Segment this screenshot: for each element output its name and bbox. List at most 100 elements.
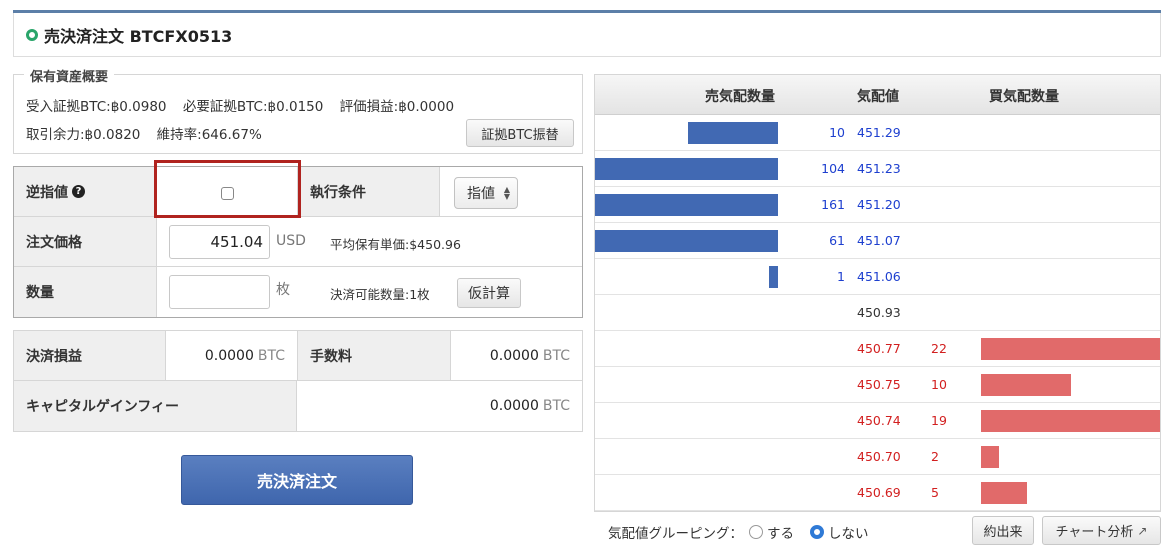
settle-qty: 決済可能数量:1枚	[330, 287, 430, 302]
ask-qty: 104	[821, 161, 845, 176]
price-header: 気配値	[857, 89, 899, 105]
price-label: 注文価格	[14, 217, 157, 266]
external-link-icon: ↗	[1137, 523, 1148, 538]
page-title: 売決済注文 BTCFX0513	[44, 26, 233, 46]
bid-volume-bar	[981, 410, 1160, 432]
transfer-margin-button[interactable]: 証拠BTC振替	[466, 119, 574, 147]
panel-header: 売決済注文 BTCFX0513	[13, 13, 1161, 57]
ask-volume-bar	[769, 266, 778, 288]
quote-price: 451.07	[857, 233, 901, 248]
order-book-row[interactable]: 450.75 10	[595, 367, 1160, 403]
order-book: 売気配数量 気配値 買気配数量 10 451.29 104 451.23 161 451.…	[594, 74, 1161, 512]
price-row: 注文価格 451.04 USD 平均保有単価:$450.96	[14, 217, 582, 267]
pl-value: 0.0000	[204, 347, 254, 364]
chart-analysis-label: チャート分析	[1055, 525, 1134, 540]
bid-volume-bar	[981, 482, 1027, 504]
cg-label: キャピタルゲインフィー	[14, 381, 297, 431]
quote-price: 450.77	[857, 341, 901, 356]
quote-price: 450.70	[857, 449, 901, 464]
quote-price: 450.69	[857, 485, 901, 500]
quote-price: 451.23	[857, 161, 901, 176]
holdings-summary: 保有資産概要 受入証拠BTC:฿0.0980 必要証拠BTC:฿0.0150 評…	[13, 66, 583, 154]
qty-unit: 枚	[276, 282, 290, 298]
ask-header: 売気配数量	[705, 89, 775, 105]
bid-qty: 5	[931, 485, 939, 500]
order-book-header: 売気配数量 気配値 買気配数量	[595, 75, 1160, 115]
question-icon[interactable]: ?	[72, 185, 85, 198]
ask-volume-bar	[688, 122, 778, 144]
stop-order-checkbox[interactable]	[221, 187, 234, 200]
fees-table: 決済損益 0.0000 BTC 手数料 0.0000 BTC キャピタルゲインフィー…	[13, 330, 583, 432]
pl-label: 決済損益	[14, 331, 166, 380]
exec-cond-value: 指値	[467, 186, 495, 202]
order-book-row[interactable]: 10 451.29	[595, 115, 1160, 151]
exec-cond-select[interactable]: 指値 ▲ ▼	[454, 177, 518, 209]
quote-price: 451.29	[857, 125, 901, 140]
order-book-row[interactable]: 450.70 2	[595, 439, 1160, 475]
grouping-control: 気配値グルーピング： する しない	[608, 522, 869, 542]
qty-label: 数量	[14, 267, 157, 317]
order-book-row[interactable]: 61 451.07	[595, 223, 1160, 259]
ask-qty: 61	[829, 233, 845, 248]
available-funds: 取引余力:฿0.0820	[26, 127, 141, 143]
qty-row: 数量 枚 決済可能数量:1枚 仮計算	[14, 267, 582, 317]
order-book-row[interactable]: 450.69 5	[595, 475, 1160, 511]
status-ring-icon	[26, 28, 38, 41]
grouping-off-label[interactable]: しない	[828, 526, 869, 542]
fee-unit: BTC	[542, 347, 570, 364]
fee-label: 手数料	[297, 331, 451, 380]
order-book-row[interactable]: 450.74 19	[595, 403, 1160, 439]
exec-cond-label: 執行条件	[297, 167, 440, 216]
bid-qty: 10	[931, 377, 947, 392]
stop-order-label: 逆指値	[26, 184, 68, 201]
bid-qty: 2	[931, 449, 939, 464]
cg-value: 0.0000	[489, 398, 539, 414]
order-form: 逆指値 ? 執行条件 指値 ▲ ▼ 注文価格 451.04 USD 平均保有単価:…	[13, 166, 583, 318]
bid-volume-bar	[981, 446, 999, 468]
highlight-box	[154, 160, 301, 218]
price-input[interactable]: 451.04	[169, 225, 270, 259]
ask-volume-bar	[595, 230, 778, 252]
grouping-on-label[interactable]: する	[767, 526, 794, 542]
pl-unit: BTC	[257, 347, 285, 364]
ask-volume-bar	[595, 194, 778, 216]
chart-analysis-button[interactable]: チャート分析 ↗	[1042, 516, 1161, 545]
order-book-row[interactable]: 450.77 22	[595, 331, 1160, 367]
bid-header: 買気配数量	[989, 89, 1059, 105]
quote-price: 451.06	[857, 269, 901, 284]
holdings-legend: 保有資産概要	[24, 66, 115, 85]
order-book-row[interactable]: 161 451.20	[595, 187, 1160, 223]
fee-value: 0.0000	[489, 347, 539, 364]
bid-volume-bar	[981, 338, 1160, 360]
quote-price: 450.93	[857, 305, 901, 320]
calc-button[interactable]: 仮計算	[457, 278, 521, 308]
avg-price: 平均保有単価:$450.96	[330, 237, 461, 252]
bid-qty: 19	[931, 413, 947, 428]
grouping-off-radio[interactable]	[810, 525, 824, 539]
price-unit: USD	[276, 233, 306, 249]
submit-sell-button[interactable]: 売決済注文	[181, 455, 413, 505]
order-book-row[interactable]: 104 451.23	[595, 151, 1160, 187]
cg-unit: BTC	[542, 398, 570, 414]
order-book-row[interactable]: 450.93	[595, 295, 1160, 331]
ask-qty: 10	[829, 125, 845, 140]
ask-volume-bar	[595, 158, 778, 180]
qty-input[interactable]	[169, 275, 270, 309]
grouping-on-radio[interactable]	[749, 525, 763, 539]
required-margin: 必要証拠BTC:฿0.0150	[182, 99, 324, 115]
quote-price: 451.20	[857, 197, 901, 212]
maintenance-rate: 維持率:646.67%	[156, 127, 262, 143]
received-margin: 受入証拠BTC:฿0.0980	[26, 99, 167, 115]
ask-qty: 1	[837, 269, 845, 284]
select-arrows-icon: ▲ ▼	[503, 185, 510, 201]
contract-button[interactable]: 約出来	[972, 516, 1034, 545]
order-book-row[interactable]: 1 451.06	[595, 259, 1160, 295]
bid-qty: 22	[931, 341, 947, 356]
quote-price: 450.75	[857, 377, 901, 392]
quote-price: 450.74	[857, 413, 901, 428]
grouping-label: 気配値グルーピング：	[608, 526, 743, 542]
top-accent-line	[13, 10, 1161, 13]
bid-volume-bar	[981, 374, 1071, 396]
valuation-pl: 評価損益:฿0.0000	[339, 99, 455, 115]
ask-qty: 161	[821, 197, 845, 212]
